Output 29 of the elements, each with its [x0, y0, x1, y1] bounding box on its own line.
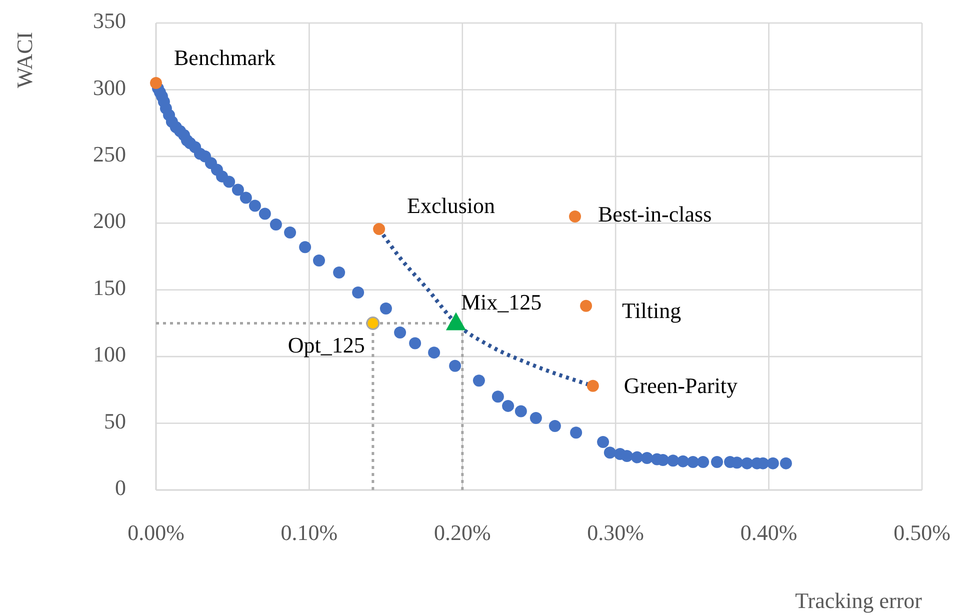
annotation: Benchmark	[174, 45, 276, 70]
x-axis-title: Tracking error	[795, 588, 923, 613]
annotation: Tilting	[622, 298, 682, 323]
annotation: Exclusion	[407, 193, 496, 218]
y-tick-label: 100	[93, 342, 126, 367]
y-axis-title: WACI	[12, 32, 37, 88]
point	[586, 380, 599, 392]
point	[373, 223, 386, 236]
y-tick-label: 150	[93, 274, 126, 300]
y-tick-label: 0	[115, 475, 126, 500]
annotation: Best-in-class	[598, 202, 712, 227]
x-tick-label: 0.10%	[280, 520, 338, 545]
annotation: Green-Parity	[624, 372, 738, 398]
point	[150, 77, 162, 90]
y-tick-label: 50	[104, 408, 126, 434]
y-tick-label: 200	[93, 208, 126, 234]
point	[569, 210, 581, 222]
x-tick-label: 0.50%	[894, 520, 950, 545]
y-tick-label: 300	[93, 74, 126, 100]
annotation: Opt_125	[288, 332, 365, 358]
x-tick-label: 0.40%	[740, 520, 798, 545]
y-tick-label: 350	[93, 8, 126, 34]
annotation: Mix_125	[460, 289, 542, 314]
point	[366, 316, 380, 330]
x-tick-label: 0.30%	[587, 520, 644, 545]
y-tick-label: 250	[93, 141, 126, 166]
point	[580, 300, 592, 312]
x-tick-label: 0.20%	[434, 520, 491, 545]
x-tick-label: 0.00%	[128, 520, 184, 545]
